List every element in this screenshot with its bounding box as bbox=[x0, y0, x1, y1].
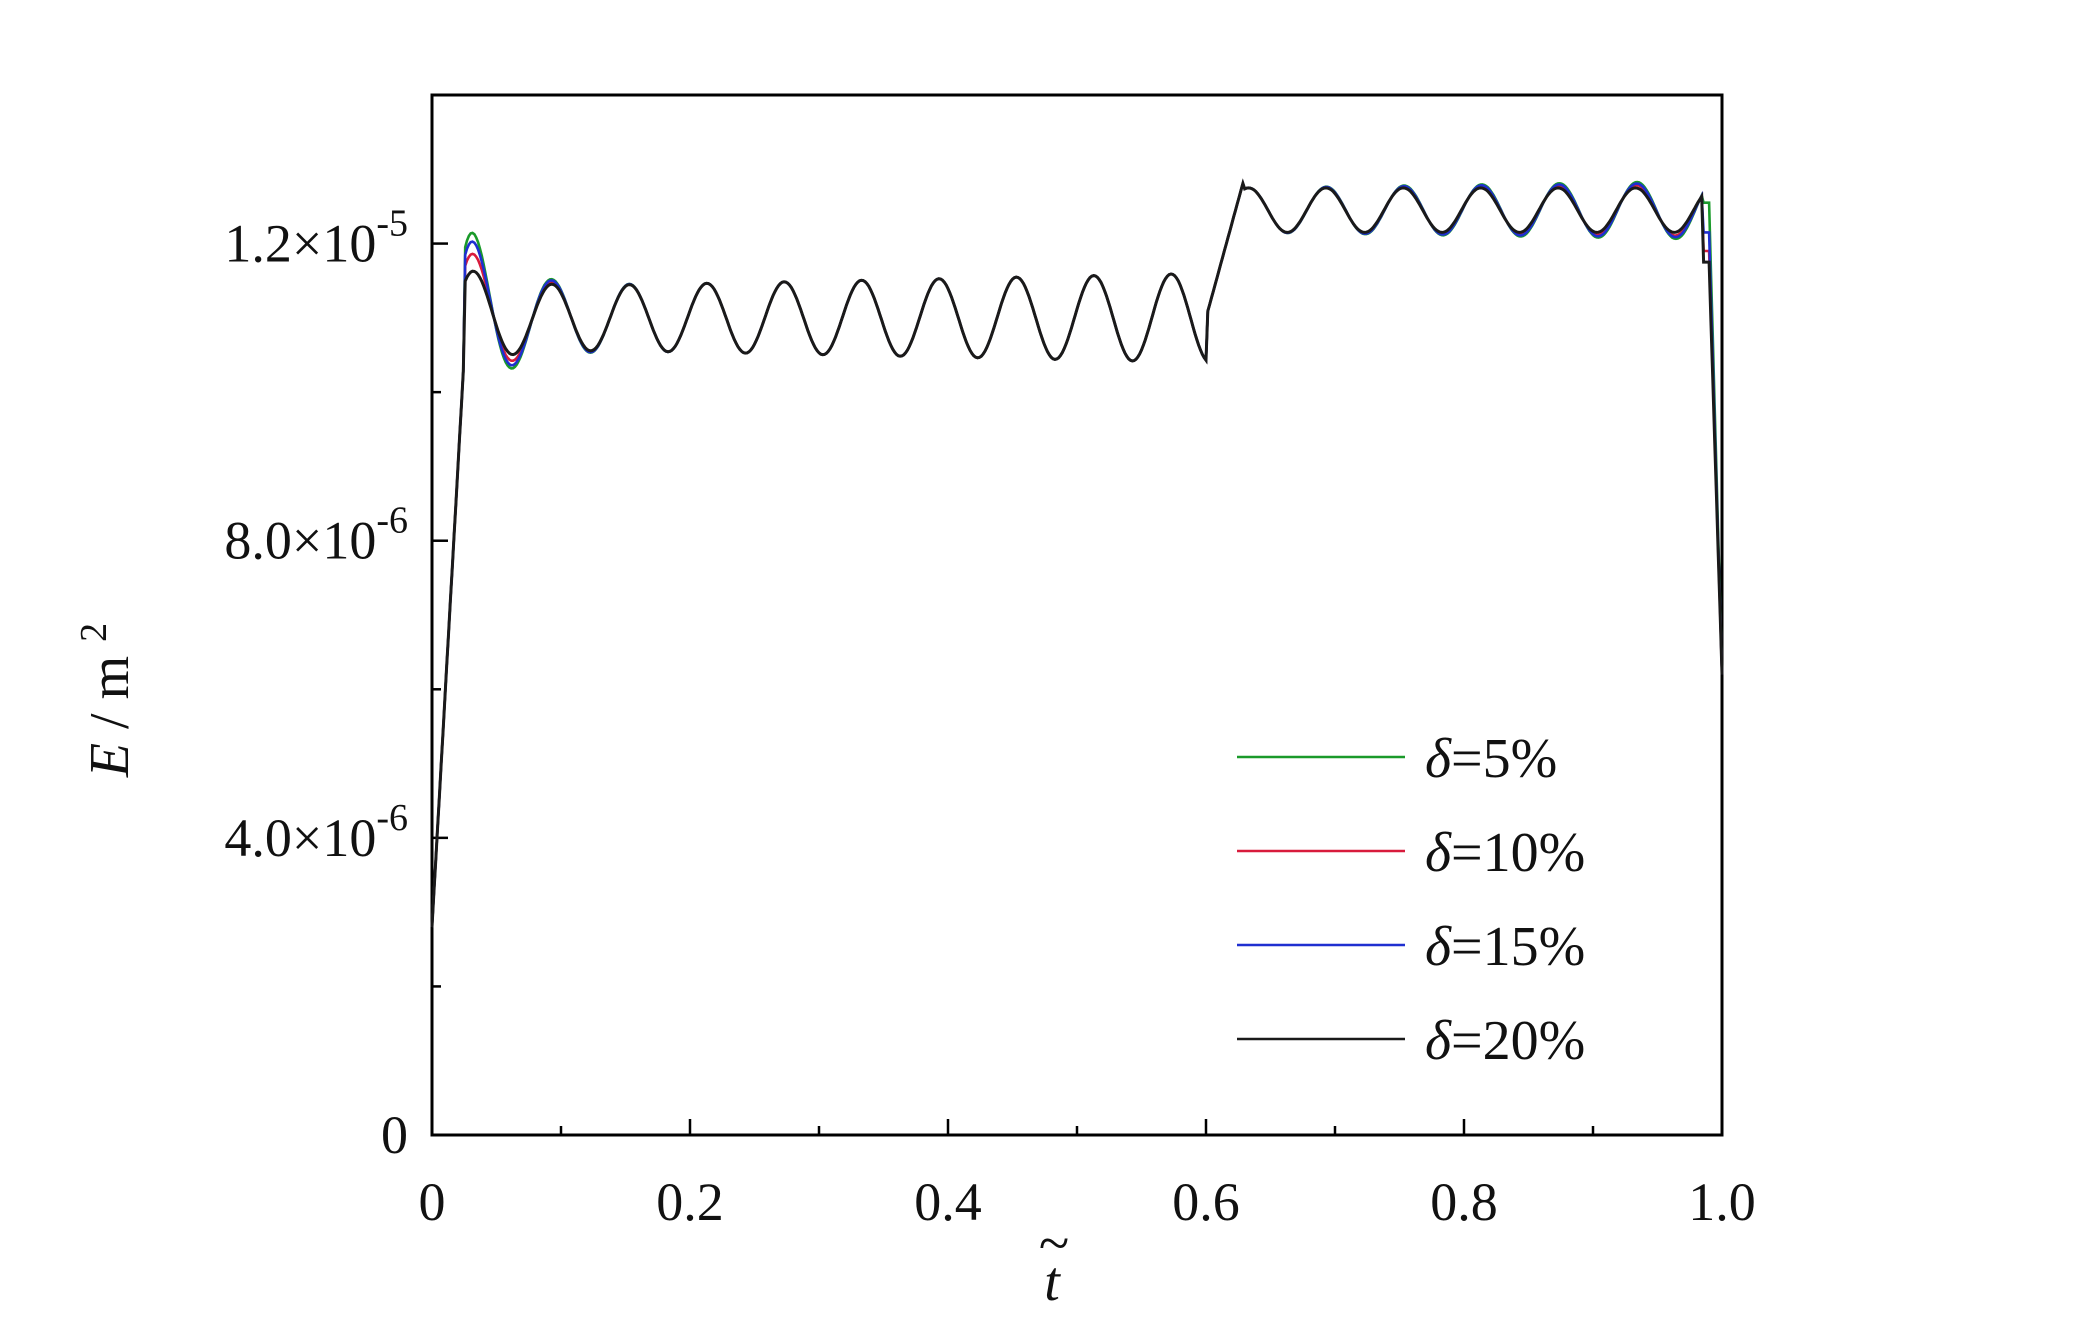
legend-label: δ=20% bbox=[1425, 1010, 1585, 1072]
y-tick-label: 1.2×10-5 bbox=[224, 203, 408, 274]
series-line-3 bbox=[430, 178, 1724, 928]
x-tick-label: 0 bbox=[419, 1172, 446, 1232]
legend: δ=5% δ=10% δ=15% δ=20% bbox=[1237, 728, 1585, 1072]
x-tick-label: 0.8 bbox=[1430, 1172, 1498, 1232]
y-axis-title-unit: m bbox=[79, 656, 141, 700]
series-line-4 bbox=[430, 178, 1724, 928]
y-axis-title: E / m 2 bbox=[73, 623, 141, 778]
legend-label: δ=5% bbox=[1425, 728, 1557, 790]
y-axis-title-unit-exp: 2 bbox=[73, 623, 115, 642]
x-tick-label: 1.0 bbox=[1688, 1172, 1756, 1232]
x-tick-label: 0.6 bbox=[1172, 1172, 1240, 1232]
tick-labels: 0 0.2 0.4 0.6 0.8 1.0 0 4.0×10-6 8.0×10-6 1.2×10-… bbox=[224, 203, 1755, 1232]
plot-frame bbox=[430, 93, 1724, 1137]
y-tick-label: 8.0×10-6 bbox=[224, 500, 408, 571]
x-tick-label: 0.2 bbox=[656, 1172, 724, 1232]
x-axis-title-accent: ~ bbox=[1039, 1213, 1069, 1275]
axis-ticks bbox=[430, 93, 1724, 1137]
x-tick-label: 0.4 bbox=[914, 1172, 982, 1232]
y-tick-label: 0 bbox=[381, 1105, 408, 1165]
series-line-1 bbox=[430, 178, 1724, 928]
svg-text:E / m 2: E / m 2 bbox=[73, 623, 141, 778]
y-tick-label: 4.0×10-6 bbox=[224, 797, 408, 868]
series-lines bbox=[430, 178, 1724, 928]
series-line-2 bbox=[430, 178, 1724, 928]
x-axis-title: t bbox=[1044, 1251, 1061, 1313]
y-axis-title-symbol: E bbox=[79, 743, 141, 778]
legend-label: δ=15% bbox=[1425, 916, 1585, 978]
legend-label: δ=10% bbox=[1425, 822, 1585, 884]
